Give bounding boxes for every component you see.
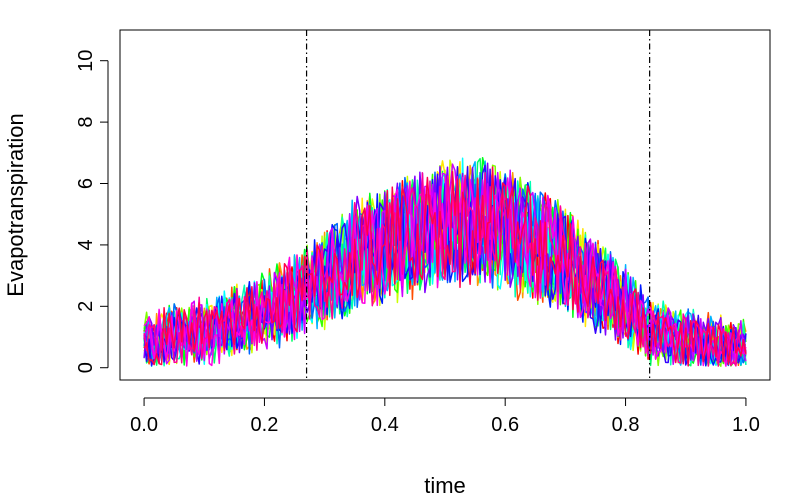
vertical-reference-lines <box>305 30 651 380</box>
x-tick-label: 0.0 <box>130 414 158 436</box>
y-tick-label: 10 <box>75 50 97 72</box>
y-axis: 0 2 4 6 8 10 <box>75 50 109 373</box>
series-line-20 <box>143 166 747 367</box>
x-axis: 0.0 0.2 0.4 0.6 0.8 1.0 <box>130 397 760 436</box>
y-tick-label: 8 <box>75 117 97 128</box>
y-axis-label: Evapotranspiration <box>3 113 28 296</box>
series-lines <box>143 156 747 367</box>
x-tick-label: 0.2 <box>251 414 279 436</box>
y-tick-label: 6 <box>75 178 97 189</box>
y-tick-label: 0 <box>75 362 97 373</box>
y-tick-label: 4 <box>75 239 97 250</box>
x-tick-label: 1.0 <box>732 414 760 436</box>
y-tick-label: 2 <box>75 301 97 312</box>
x-axis-label: time <box>424 473 466 498</box>
x-tick-label: 0.4 <box>371 414 399 436</box>
x-tick-label: 0.6 <box>491 414 519 436</box>
x-tick-label: 0.8 <box>612 414 640 436</box>
plot-border <box>119 29 771 381</box>
series-line-19 <box>143 172 747 367</box>
